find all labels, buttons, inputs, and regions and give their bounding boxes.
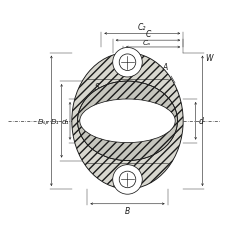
Text: C₂: C₂ <box>137 22 146 31</box>
Circle shape <box>119 55 135 71</box>
Text: A: A <box>162 63 174 84</box>
Circle shape <box>112 165 142 194</box>
Ellipse shape <box>79 100 174 143</box>
Text: d₁: d₁ <box>61 118 68 124</box>
Ellipse shape <box>77 82 177 161</box>
Text: Cₐ: Cₐ <box>142 40 150 46</box>
Text: C: C <box>145 30 150 39</box>
Text: B: B <box>124 207 130 215</box>
Text: Dₛₚ: Dₛₚ <box>38 118 49 124</box>
Ellipse shape <box>77 82 177 161</box>
Text: W: W <box>204 53 212 62</box>
Text: d: d <box>198 117 203 126</box>
Circle shape <box>112 48 142 78</box>
Ellipse shape <box>71 53 182 189</box>
Circle shape <box>119 172 135 188</box>
Text: S: S <box>94 83 99 92</box>
Text: D₁: D₁ <box>51 118 60 124</box>
